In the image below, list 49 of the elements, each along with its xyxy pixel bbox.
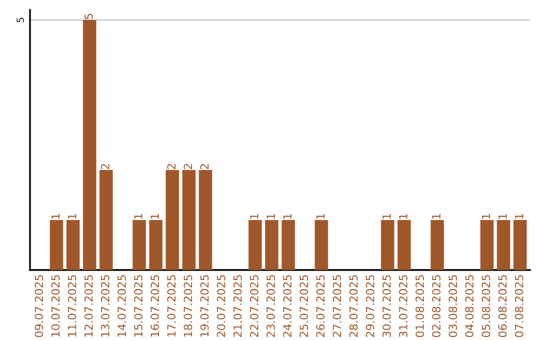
x-tick-label: 31.07.2025: [398, 275, 408, 337]
x-tick-label: 14.07.2025: [118, 275, 126, 337]
x-tick-label: 11.07.2025: [68, 275, 76, 337]
data-label: 1: [134, 214, 142, 219]
x-tick-label: 07.08.2025: [514, 275, 524, 338]
x-tick-label: 20.07.2025: [216, 275, 226, 337]
data-label: 1: [250, 214, 258, 219]
data-label: 1: [382, 214, 391, 219]
x-tick-label: 06.08.2025: [498, 275, 507, 338]
data-label: 1: [498, 214, 507, 219]
x-tick-label: 22.07.2025: [250, 275, 258, 337]
x-tick-label: 05.08.2025: [482, 275, 490, 338]
x-tick-label: 01.08.2025: [416, 275, 424, 338]
x-tick-label: 09.07.2025: [34, 275, 44, 338]
x-tick-label: 16.07.2025: [150, 275, 160, 337]
x-tick-label: 27.07.2025: [332, 275, 342, 337]
x-tick-label: 29.07.2025: [366, 275, 374, 337]
data-label: 1: [283, 214, 292, 219]
x-tick-label: 15.07.2025: [134, 275, 142, 337]
data-label: 1: [515, 214, 524, 219]
x-tick-label: 26.07.2025: [316, 275, 325, 337]
data-label: 2: [184, 164, 192, 170]
data-label: 5: [84, 14, 93, 20]
data-label: 2: [167, 164, 176, 170]
x-tick-label: 04.08.2025: [465, 275, 474, 338]
data-label: 2: [100, 164, 110, 170]
data-label: 1: [432, 214, 440, 219]
x-tick-label: 18.07.2025: [184, 275, 192, 337]
x-tick-label: 13.07.2025: [100, 275, 110, 337]
x-tick-label: 24.07.2025: [283, 275, 292, 337]
data-label: 1: [266, 214, 275, 219]
x-tick-label: 30.07.2025: [382, 275, 391, 337]
data-label: 1: [482, 214, 490, 219]
x-tick-label: 23.07.2025: [266, 275, 275, 337]
data-label: 1: [150, 214, 159, 219]
data-label: 2: [200, 164, 209, 170]
data-label: 1: [51, 214, 60, 219]
x-tick-label: 02.08.2025: [432, 275, 441, 338]
data-label: 1: [316, 214, 324, 219]
x-tick-label: 21.07.2025: [233, 275, 242, 337]
x-tick-label: 19.07.2025: [200, 275, 209, 337]
x-tick-label: 25.07.2025: [300, 275, 308, 337]
x-tick-label: 12.07.2025: [84, 275, 93, 337]
x-tick-label: 28.07.2025: [349, 275, 358, 337]
data-label: 1: [399, 214, 408, 219]
x-tick-label: 03.08.2025: [448, 275, 458, 338]
data-label: 1: [68, 214, 76, 219]
x-tick-label: 10.07.2025: [51, 275, 60, 337]
x-tick-label: 17.07.2025: [167, 275, 176, 337]
